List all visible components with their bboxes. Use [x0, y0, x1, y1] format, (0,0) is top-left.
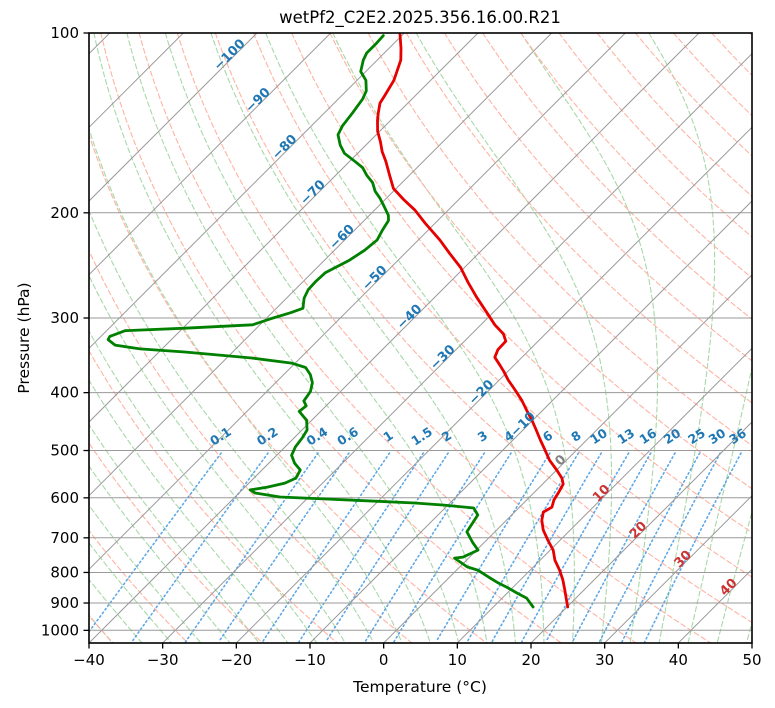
y-tick-label: 500: [50, 442, 79, 460]
dewpoint-curve: [106, 34, 535, 609]
plot-border: [88, 32, 753, 644]
x-tick-label: 30: [595, 651, 614, 669]
isobars: [89, 33, 752, 631]
y-tick-label: 600: [50, 489, 79, 507]
x-tick-label: −20: [221, 651, 253, 669]
x-tick-label: −40: [73, 651, 105, 669]
y-tick-label: 300: [50, 309, 79, 327]
x-tick-label: −10: [294, 651, 326, 669]
y-tick-label: 100: [50, 24, 79, 42]
x-tick-label: 50: [742, 651, 761, 669]
temperature-curve: [376, 33, 570, 609]
dry-adiabats: [89, 33, 752, 643]
isotherms: [89, 33, 752, 643]
x-axis: −40 −30 −20 −10 0 10 20 30 40 50: [73, 643, 762, 669]
y-axis: 100 200 300 400 500 600 700 800 900 1000: [41, 24, 89, 639]
x-tick-label: 10: [448, 651, 467, 669]
x-tick-label: 40: [669, 651, 688, 669]
y-axis-label: Pressure (hPa): [15, 282, 33, 394]
y-tick-label: 200: [50, 204, 79, 222]
y-tick-label: 800: [50, 563, 79, 581]
x-tick-label: 0: [379, 651, 389, 669]
mixing-ratio-lines: [89, 452, 742, 643]
y-tick-label: 900: [50, 594, 79, 612]
x-tick-label: −30: [147, 651, 179, 669]
y-tick-label: 700: [50, 529, 79, 547]
x-tick-label: 20: [521, 651, 540, 669]
y-tick-label: 400: [50, 384, 79, 402]
chart-title: wetPf2_C2E2.2025.356.16.00.R21: [279, 8, 561, 27]
x-axis-label: Temperature (°C): [353, 678, 487, 696]
y-tick-label: 1000: [41, 621, 79, 639]
